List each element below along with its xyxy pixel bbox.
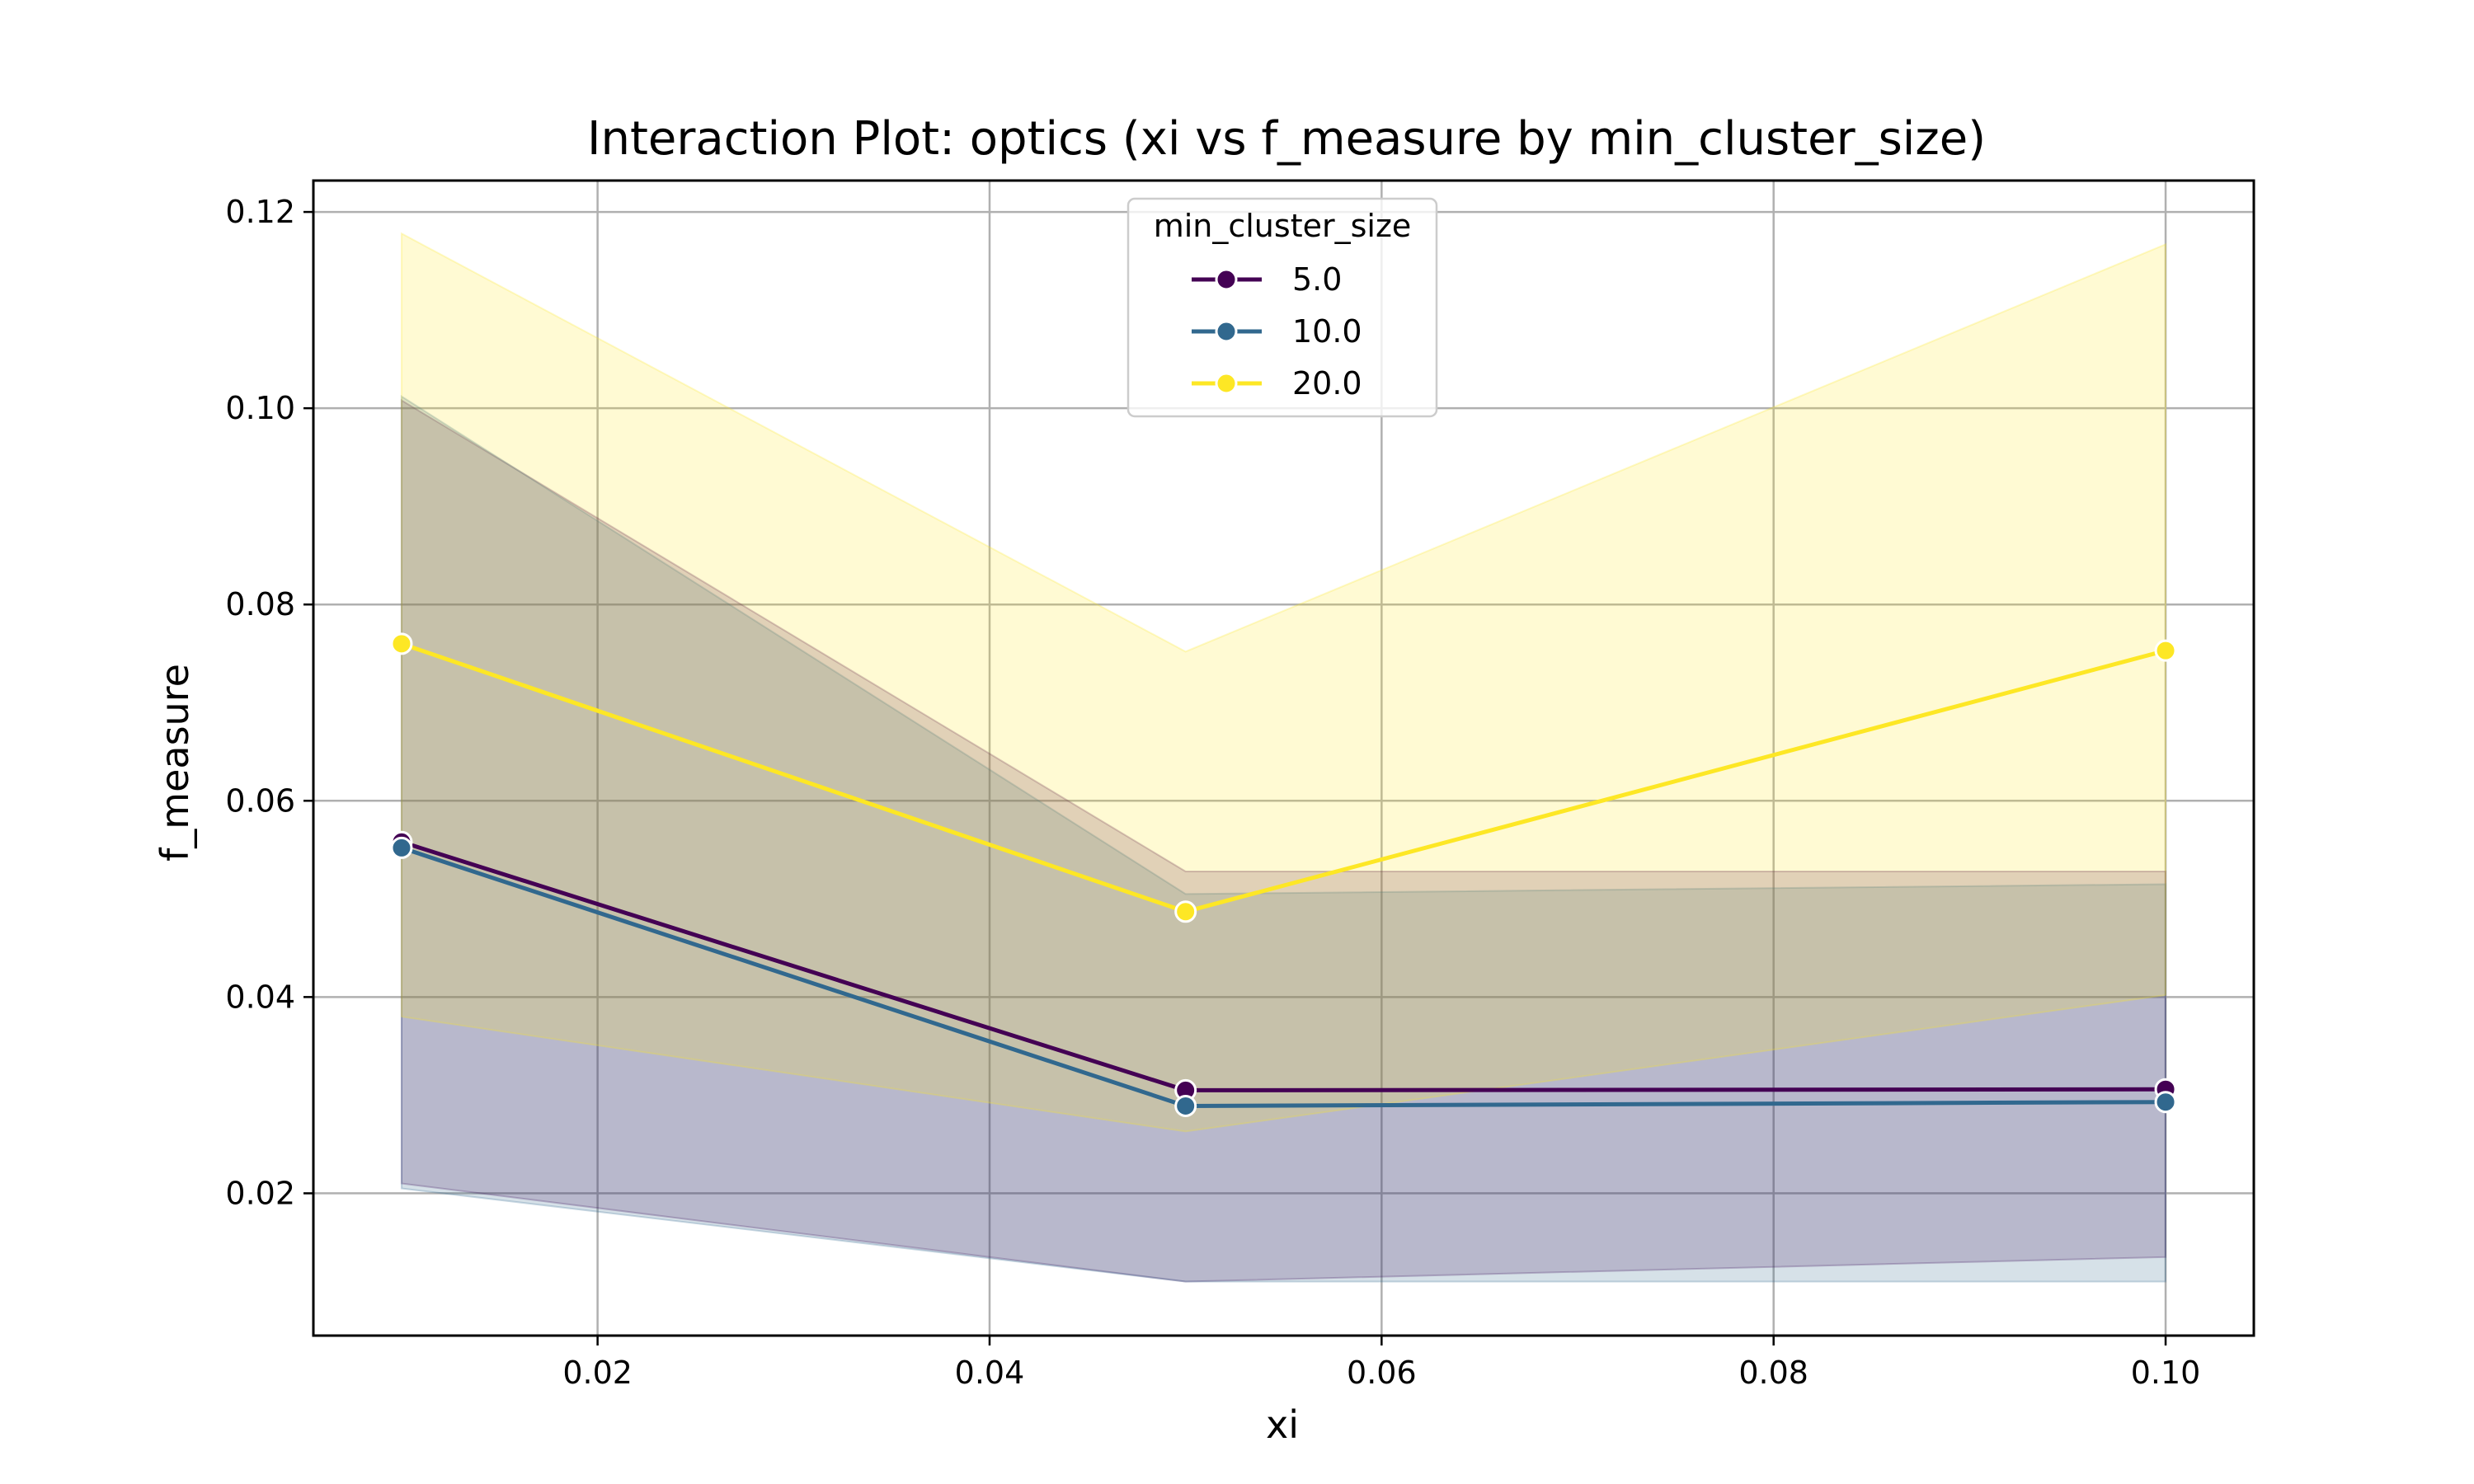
legend-marker-20.0 <box>1215 372 1238 395</box>
legend-marker-10.0 <box>1215 320 1238 343</box>
y-tick-label: 0.12 <box>225 194 295 230</box>
legend-title: min_cluster_size <box>1154 208 1412 244</box>
x-tick-label: 0.04 <box>955 1355 1025 1391</box>
data-point-10.0 <box>390 836 413 859</box>
y-axis-label: f_measure <box>153 664 197 862</box>
legend-label-20.0: 20.0 <box>1292 365 1362 402</box>
series-points <box>390 632 2177 1117</box>
x-tick-label: 0.10 <box>2131 1355 2201 1391</box>
legend-label-10.0: 10.0 <box>1292 313 1362 350</box>
legend-box <box>1126 197 1438 418</box>
confidence-band-10.0 <box>400 395 2167 1283</box>
y-axis-ticks: 0.02 0.04 0.06 0.08 0.10 0.12 <box>225 194 313 1211</box>
confidence-band-20.0 <box>400 232 2167 1133</box>
data-point-10.0 <box>1174 1094 1197 1117</box>
data-point-20.0 <box>1174 900 1197 923</box>
legend-items: 5.0 10.0 20.0 <box>1192 261 1362 402</box>
y-tick-label: 0.10 <box>225 390 295 426</box>
legend-label-5.0: 5.0 <box>1292 261 1342 298</box>
chart-title: Interaction Plot: optics (xi vs f_measur… <box>587 112 1986 166</box>
x-axis-label: xi <box>1266 1402 1299 1447</box>
legend-marker-5.0 <box>1215 268 1238 291</box>
y-tick-label: 0.08 <box>225 586 295 622</box>
y-tick-label: 0.02 <box>225 1175 295 1211</box>
y-tick-label: 0.04 <box>225 979 295 1015</box>
legend: min_cluster_size 5.0 10.0 20.0 <box>1126 197 1438 418</box>
x-axis-ticks: 0.02 0.04 0.06 0.08 0.10 <box>562 1336 2200 1391</box>
confidence-band-5.0 <box>400 398 2167 1283</box>
x-tick-label: 0.06 <box>1347 1355 1417 1391</box>
data-point-10.0 <box>2154 1091 2177 1114</box>
plot-frame <box>312 179 2255 1337</box>
data-point-20.0 <box>2154 639 2177 662</box>
x-tick-label: 0.08 <box>1738 1355 1808 1391</box>
y-tick-label: 0.06 <box>225 782 295 819</box>
confidence-bands <box>400 232 2167 1283</box>
x-tick-label: 0.02 <box>562 1355 633 1391</box>
data-point-20.0 <box>390 632 413 655</box>
